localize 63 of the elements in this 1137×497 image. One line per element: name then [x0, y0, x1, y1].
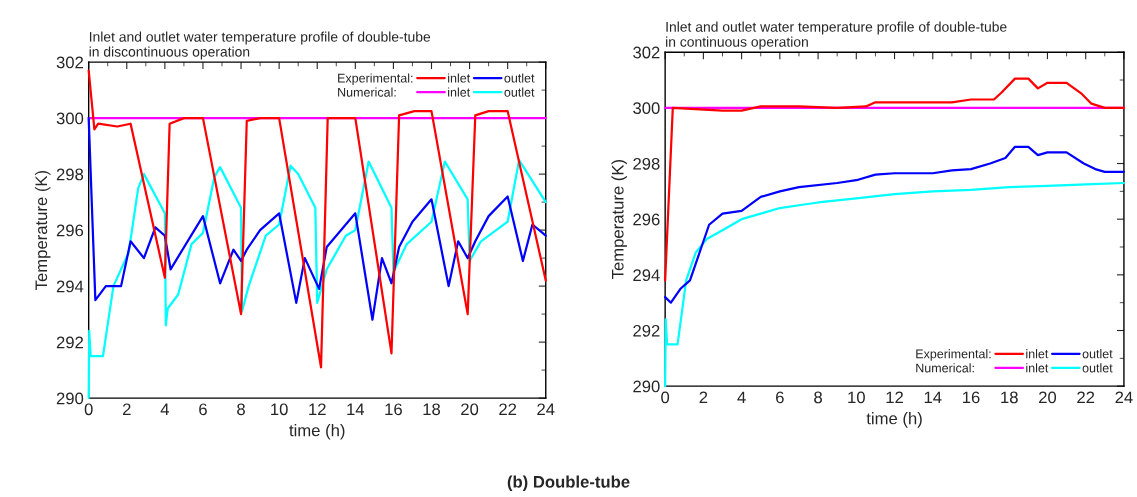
- x-tick-label: 20: [461, 403, 479, 416]
- y-tick-label: 294: [633, 269, 660, 282]
- x-tick-label: 22: [1077, 391, 1095, 404]
- legend-label: outlet: [504, 87, 535, 97]
- x-tick-label: 8: [237, 403, 245, 416]
- legend-label: outlet: [504, 73, 535, 83]
- legend-label: inlet: [448, 87, 471, 97]
- y-tick-label: 298: [56, 168, 84, 181]
- y-tick-label: 290: [56, 392, 84, 405]
- x-tick-label: 24: [537, 403, 555, 416]
- y-tick-label: 302: [633, 46, 660, 59]
- y-tick-label: 302: [56, 56, 83, 69]
- annotation: Experimental:: [338, 73, 413, 86]
- x-tick-label: 6: [199, 403, 207, 416]
- x-axis-title: time (h): [289, 424, 345, 440]
- x-tick-label: 4: [737, 391, 746, 404]
- line-series: [87, 117, 547, 321]
- x-tick-label: 20: [1039, 391, 1057, 404]
- legend-label: inlet: [1026, 349, 1049, 359]
- x-tick-label: 8: [814, 391, 822, 404]
- x-tick-label: 12: [886, 391, 903, 404]
- text: (b) Double-tube: [507, 475, 630, 492]
- x-tick-label: 14: [924, 391, 942, 404]
- legend-label: outlet: [1082, 363, 1113, 373]
- y-tick-label: 300: [56, 112, 84, 125]
- y-tick-label: 292: [633, 324, 660, 337]
- legend-label: outlet: [1082, 349, 1113, 359]
- x-tick-label: 0: [661, 391, 670, 404]
- x-tick-label: 22: [499, 403, 517, 416]
- y-tick-label: 292: [56, 336, 83, 349]
- x-tick-label: 16: [963, 391, 980, 404]
- y-tick-label: 298: [633, 157, 660, 170]
- annotation: Numerical:: [916, 363, 974, 373]
- x-tick-label: 14: [347, 403, 365, 416]
- x-tick-label: 18: [1001, 391, 1018, 404]
- annotation: Experimental:: [916, 349, 991, 361]
- y-tick-label: 290: [633, 380, 660, 393]
- x-tick-label: 0: [84, 403, 93, 416]
- x-tick-label: 4: [160, 403, 170, 416]
- y-tick-label: 300: [633, 102, 660, 115]
- legend-label: inlet: [1026, 363, 1049, 373]
- x-tick-label: 2: [122, 403, 131, 416]
- x-tick-label: 18: [423, 403, 441, 416]
- x-tick-label: 12: [309, 403, 326, 416]
- x-axis-title: time (h): [866, 412, 922, 428]
- x-tick-label: 6: [776, 391, 784, 404]
- y-tick-label: 296: [56, 224, 84, 237]
- y-tick-label: 294: [56, 280, 84, 293]
- x-tick-label: 10: [848, 391, 865, 404]
- line-series: [87, 69, 547, 369]
- chart-title: Inlet and outlet water temperature profile of double-tube in discontinuous operation: [89, 31, 431, 60]
- line-series: [664, 77, 1126, 282]
- legend-label: inlet: [448, 73, 471, 83]
- x-tick-label: 2: [699, 391, 708, 404]
- chart-title: Inlet and outlet water temperature profile of double-tube in continuous operation: [666, 21, 1007, 50]
- y-tick-label: 296: [633, 213, 660, 226]
- annotation: Numerical:: [338, 87, 396, 97]
- y-axis-title: Temperature (K): [34, 170, 51, 290]
- y-axis-title: Temperature (K): [611, 160, 627, 279]
- line-series: [664, 145, 1126, 304]
- x-tick-label: 10: [271, 403, 288, 416]
- x-tick-label: 24: [1115, 391, 1133, 404]
- x-tick-label: 16: [385, 403, 402, 416]
